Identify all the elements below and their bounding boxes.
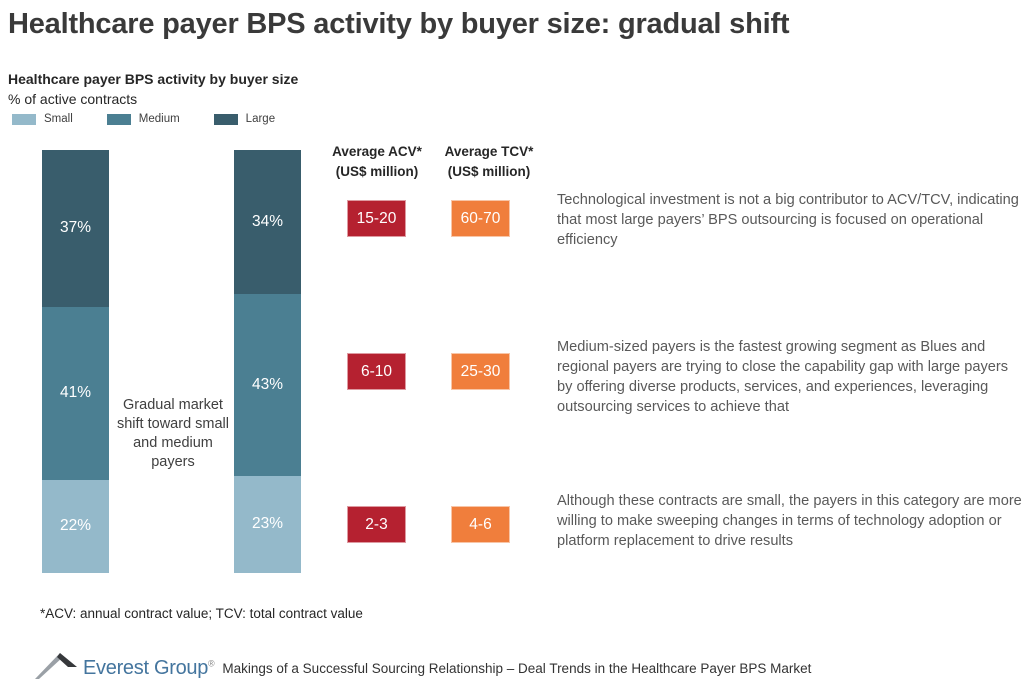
bar-right-label-large: 34%	[251, 212, 284, 230]
legend-label-large: Large	[245, 113, 276, 125]
acv-value-medium: 6-10	[347, 353, 406, 390]
page-title: Healthcare payer BPS activity by buyer s…	[8, 8, 790, 40]
stacked-bar-right: 34% 43% 23%	[234, 150, 301, 573]
bar-left-label-large: 37%	[59, 219, 92, 237]
tcv-column-header: Average TCV* (US$ million)	[433, 142, 545, 181]
bar-left-segment-large: 37%	[42, 150, 109, 307]
everest-group-logo: Everest Group®	[35, 650, 215, 681]
tcv-value-large: 60-70	[451, 200, 510, 237]
everest-group-wordmark: Everest Group®	[83, 657, 215, 679]
legend-swatch-medium	[106, 113, 131, 125]
acv-column-header: Average ACV* (US$ million)	[321, 142, 433, 181]
legend-item-large: Large	[213, 113, 276, 125]
footnote: *ACV: annual contract value; TCV: total …	[40, 606, 363, 621]
legend-label-medium: Medium	[138, 113, 180, 125]
acv-value-large: 15-20	[347, 200, 406, 237]
note-large-payers: Technological investment is not a big co…	[557, 192, 1019, 249]
bar-left-label-medium: 41%	[59, 384, 92, 402]
footer: Everest Group® Makings of a Successful S…	[35, 641, 811, 681]
chart-legend: Small Medium Large	[12, 113, 275, 125]
bar-right-segment-medium: 43%	[234, 293, 301, 476]
bar-right-label-medium: 43%	[251, 375, 284, 393]
tcv-header-line1: Average TCV*	[444, 144, 534, 159]
bar-right-segment-small: 23%	[234, 475, 301, 573]
chart-unit-label: % of active contracts	[8, 91, 138, 107]
bar-left-label-small: 22%	[59, 517, 92, 535]
legend-label-small: Small	[44, 113, 73, 125]
mountain-peak-icon	[35, 653, 77, 679]
acv-header-line1: Average ACV*	[332, 144, 422, 159]
footer-caption: Makings of a Successful Sourcing Relatio…	[222, 661, 812, 676]
acv-value-small: 2-3	[347, 506, 406, 543]
bar-left-segment-medium: 41%	[42, 306, 109, 480]
tcv-value-small: 4-6	[451, 506, 510, 543]
legend-swatch-small	[12, 113, 36, 125]
legend-swatch-large	[213, 113, 238, 125]
acv-header-line2: (US$ million)	[335, 163, 419, 179]
market-shift-annotation: Gradual market shift toward small and me…	[116, 397, 229, 470]
legend-item-small: Small	[12, 113, 73, 125]
note-medium-payers: Medium-sized payers is the fastest growi…	[557, 339, 1009, 416]
legend-item-medium: Medium	[106, 113, 180, 125]
registered-mark: ®	[208, 658, 215, 669]
chart-subtitle: Healthcare payer BPS activity by buyer s…	[8, 71, 299, 87]
bar-right-label-small: 23%	[251, 515, 284, 533]
tcv-value-medium: 25-30	[451, 353, 510, 390]
bar-right-segment-large: 34%	[234, 150, 301, 294]
tcv-header-line2: (US$ million)	[447, 163, 531, 179]
note-small-payers: Although these contracts are small, the …	[557, 493, 1022, 550]
bar-left-segment-small: 22%	[42, 479, 109, 573]
stacked-bar-left: 37% 41% 22%	[42, 150, 109, 573]
